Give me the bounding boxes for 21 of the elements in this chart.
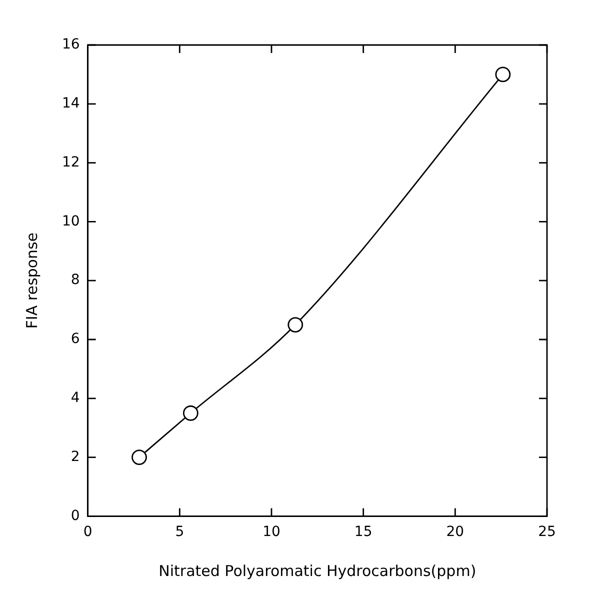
x-tick-label: 25 — [538, 524, 556, 540]
y-tick-label: 10 — [62, 213, 80, 230]
y-tick-label: 0 — [70, 508, 80, 524]
point — [495, 66, 511, 82]
x-tick-label: 15 — [354, 524, 372, 540]
x-tick-label: 20 — [446, 524, 464, 540]
y-tick-label: 2 — [70, 448, 80, 465]
x-tick-label: 5 — [175, 524, 184, 540]
y-tick-label: 8 — [70, 272, 80, 288]
y-axis-title: FIA response — [22, 232, 41, 329]
y-tick-label: 14 — [62, 96, 80, 112]
y-tick-label: 12 — [62, 154, 80, 170]
point — [132, 450, 147, 465]
y-tick-label: 4 — [70, 390, 80, 406]
x-axis-title: Nitrated Polyaromatic Hydrocarbons(ppm) — [158, 562, 476, 580]
y-tick-label: 6 — [70, 331, 80, 348]
x-tick-label: 10 — [262, 524, 280, 540]
y-tick-label: 16 — [62, 36, 80, 53]
point — [288, 317, 304, 332]
point — [182, 405, 198, 421]
x-tick-label: 0 — [83, 524, 92, 540]
